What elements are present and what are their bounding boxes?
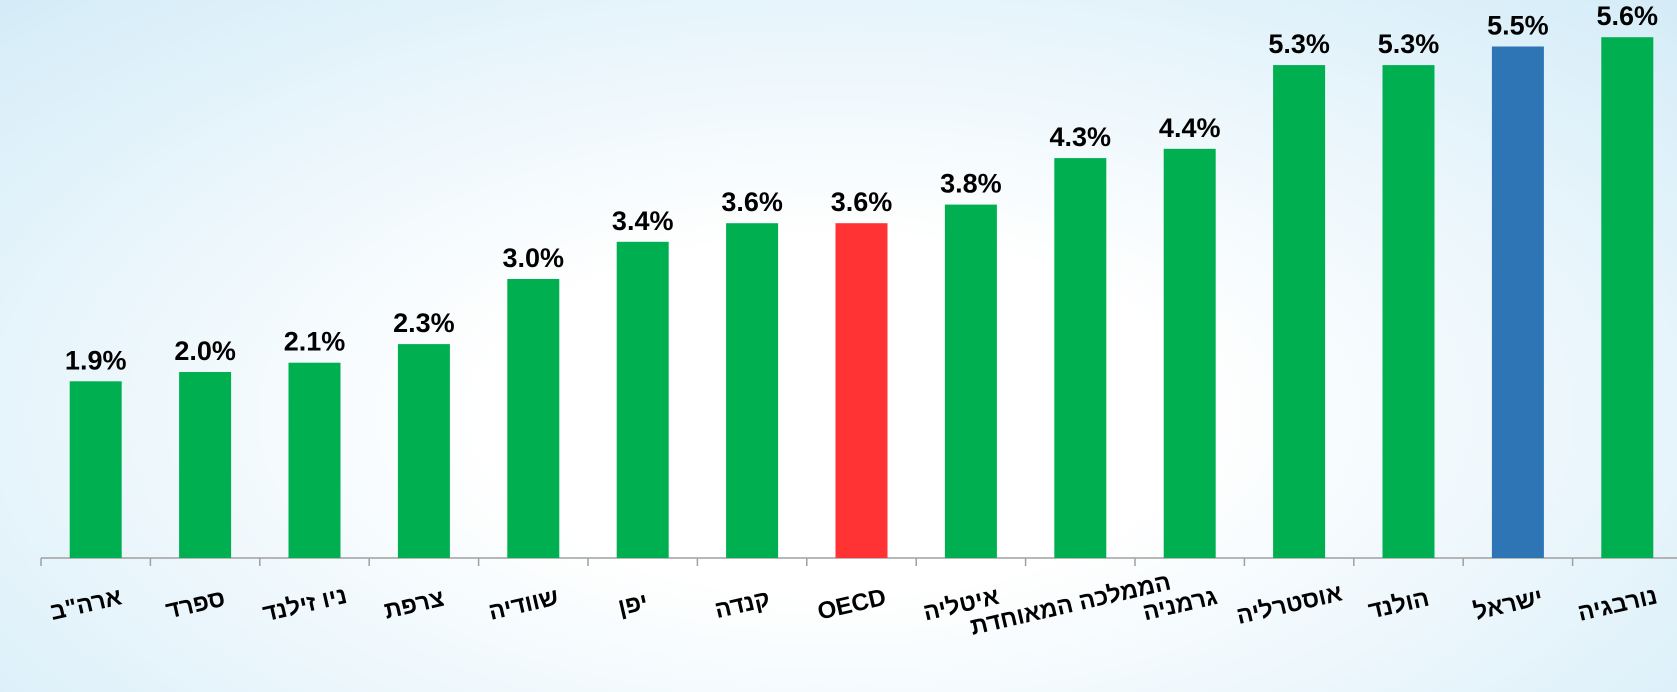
x-tick-label: אוסטרליה xyxy=(1234,579,1345,629)
x-tick-label: ארה"ב xyxy=(48,583,125,626)
value-label: 4.4% xyxy=(1159,113,1221,143)
bar xyxy=(1054,158,1107,558)
x-tick-label: שוודיה xyxy=(486,584,561,626)
value-label: 3.0% xyxy=(503,243,565,273)
x-tick-label: צרפת xyxy=(382,585,447,625)
bar xyxy=(1491,46,1544,558)
value-label: 5.6% xyxy=(1597,1,1659,31)
value-label: 2.1% xyxy=(284,327,346,357)
value-label: 3.8% xyxy=(940,169,1002,199)
value-label: 1.9% xyxy=(65,345,127,375)
x-tick-label: ספרד xyxy=(163,585,228,625)
bar xyxy=(616,241,669,559)
value-label: 2.0% xyxy=(174,336,236,366)
bar xyxy=(1163,148,1216,559)
x-tick-label: נורבגיה xyxy=(1575,582,1660,626)
bar xyxy=(179,372,232,558)
value-label: 5.3% xyxy=(1268,29,1330,59)
x-tick-label: הולנד xyxy=(1366,585,1432,625)
bar xyxy=(397,344,450,558)
bar xyxy=(69,381,122,558)
value-label: 3.4% xyxy=(612,206,674,236)
bar xyxy=(1382,65,1435,558)
x-tick-label: ניו זילנד xyxy=(260,582,349,628)
value-label: 2.3% xyxy=(393,308,455,338)
bar xyxy=(1273,65,1326,558)
bar xyxy=(507,279,560,558)
x-tick-label: יפן xyxy=(616,588,651,621)
bar xyxy=(835,223,888,558)
value-label: 3.6% xyxy=(831,187,893,217)
value-label: 4.3% xyxy=(1050,122,1112,152)
value-label: 3.6% xyxy=(721,187,783,217)
value-label: 5.5% xyxy=(1487,11,1549,41)
bar xyxy=(288,362,341,558)
bar xyxy=(726,223,779,558)
x-tick-label: OECD xyxy=(815,584,889,626)
x-tick-label: ישראל xyxy=(1471,584,1545,626)
value-label: 5.3% xyxy=(1378,29,1440,59)
bar xyxy=(944,204,997,558)
x-tick-label: קנדה xyxy=(712,585,772,624)
bar xyxy=(1601,37,1654,558)
